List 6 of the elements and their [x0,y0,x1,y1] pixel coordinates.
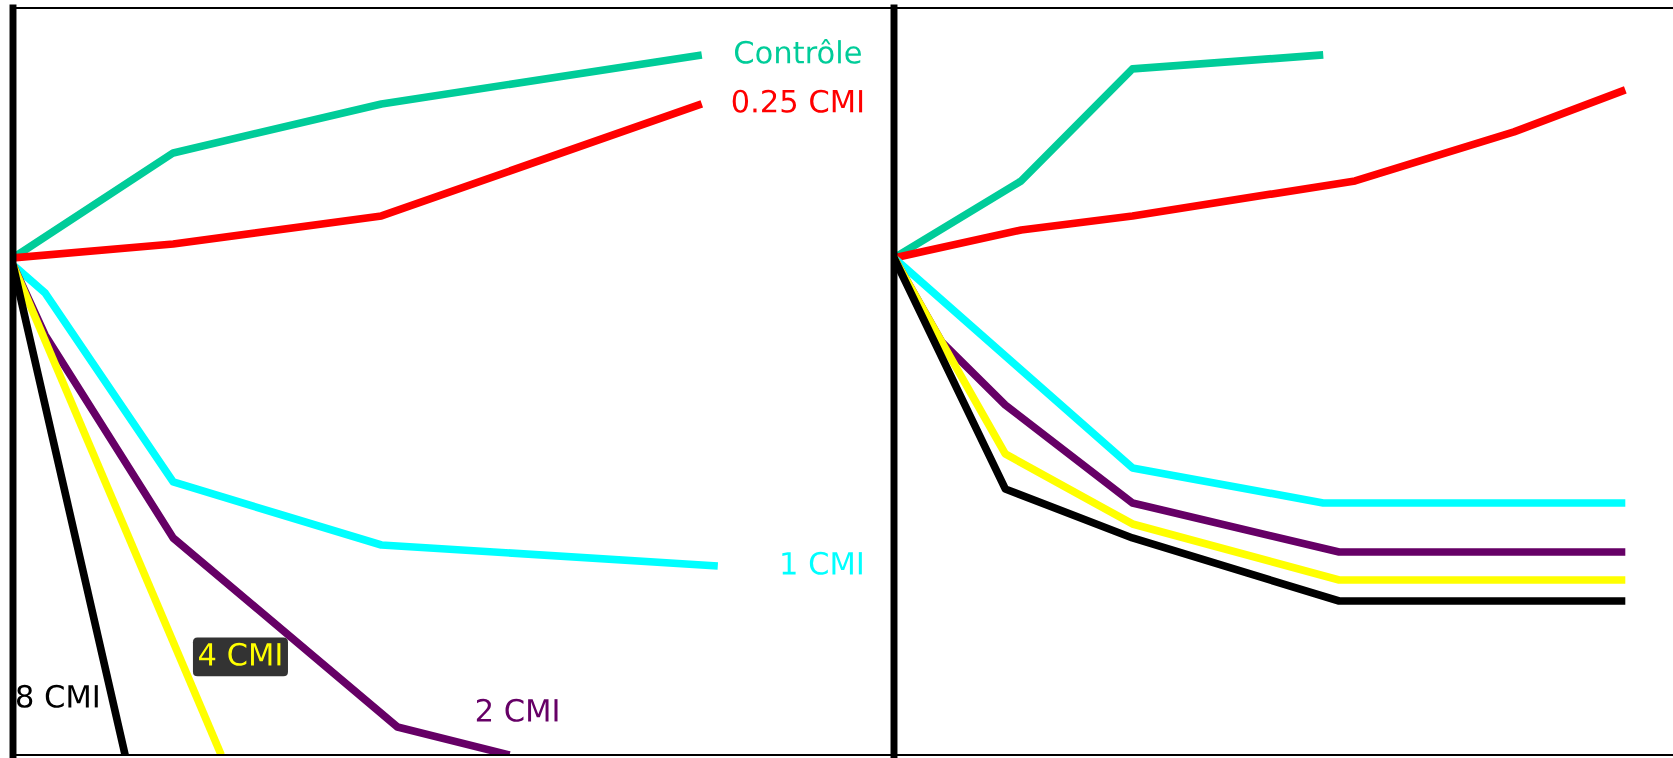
series-label: 8 CMI [16,684,98,708]
series-label: 4 CMI [199,642,281,666]
series-label: Contrôle [734,38,861,64]
text: 1 CMI [782,551,862,575]
series-label: 2 CMI [476,698,558,722]
series-label: 0.25 CMI [732,89,863,113]
